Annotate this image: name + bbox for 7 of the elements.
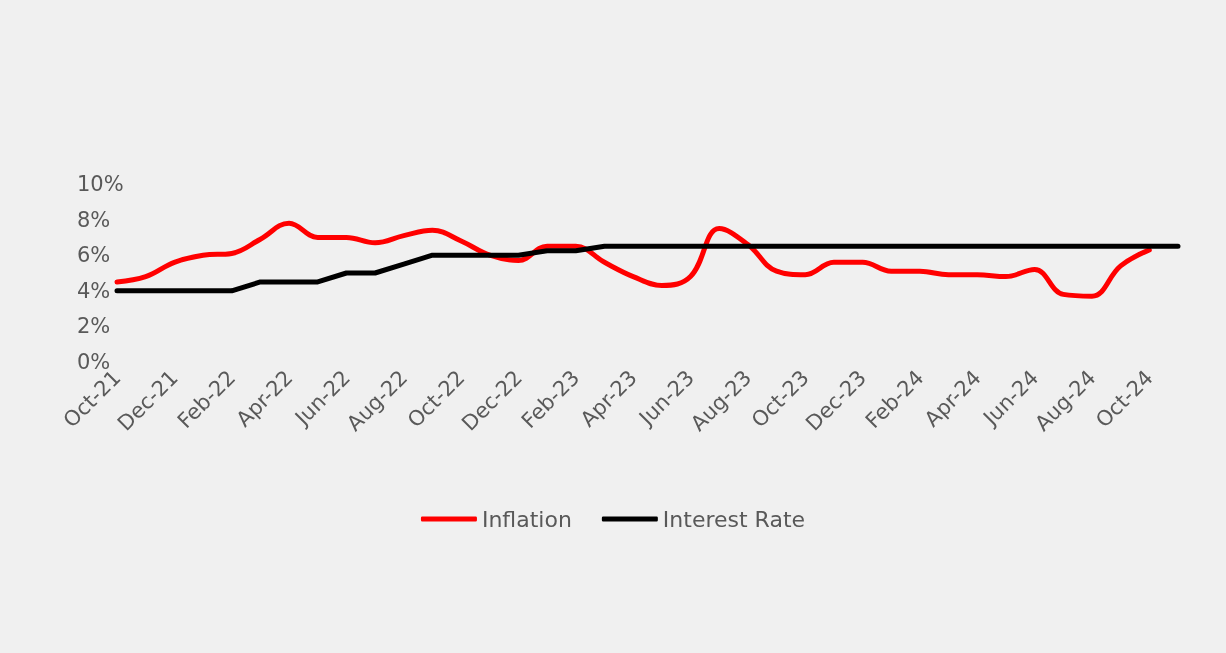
- legend-label: Interest Rate: [662, 506, 806, 532]
- y-tick-label: 4%: [77, 278, 111, 303]
- y-tick-label: 6%: [77, 243, 111, 268]
- y-tick-label: 2%: [77, 314, 111, 339]
- y-tick-label: 8%: [77, 207, 111, 232]
- y-tick-label: 10%: [77, 172, 124, 196]
- legend-label: Inflation: [481, 506, 572, 532]
